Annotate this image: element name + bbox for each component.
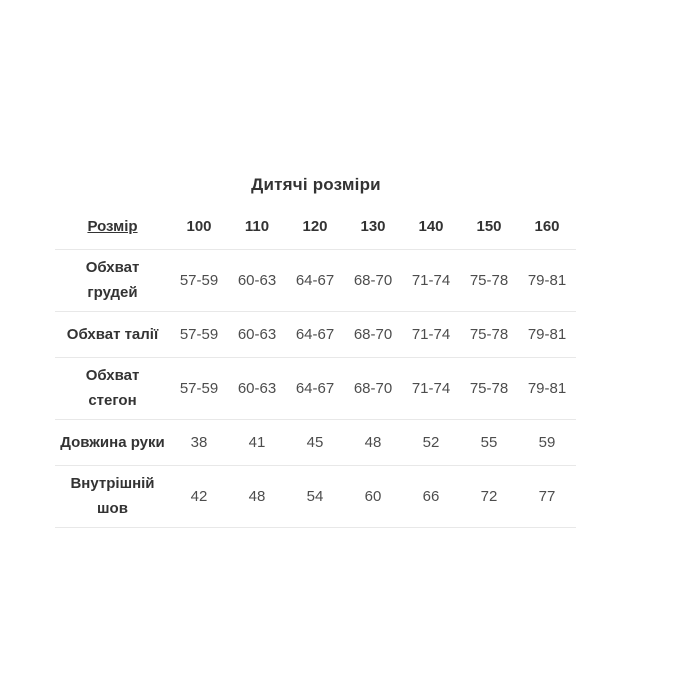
size-value: 75-78 — [469, 271, 509, 289]
size-value: 64-67 — [295, 325, 335, 343]
size-value: 55 — [480, 433, 498, 451]
size-column-130: 130 — [360, 218, 386, 236]
table-row-arm-length: Довжина руки 38 41 45 48 52 55 59 — [55, 419, 576, 465]
size-value: 60-63 — [237, 379, 277, 397]
size-value: 60 — [364, 487, 382, 505]
size-chart: Дитячі розміри Розмір 100 110 120 130 14… — [55, 175, 577, 528]
size-value: 77 — [538, 487, 556, 505]
size-value: 64-67 — [295, 379, 335, 397]
size-value: 57-59 — [179, 271, 219, 289]
header-size-label: Розмір — [87, 218, 138, 236]
size-value: 41 — [248, 433, 266, 451]
size-value: 48 — [364, 433, 382, 451]
row-label-chest: Обхват грудей — [85, 259, 140, 301]
size-value: 68-70 — [353, 379, 393, 397]
row-label-inseam: Внутрішній шов — [70, 475, 155, 517]
size-value: 79-81 — [527, 325, 567, 343]
size-table: Розмір 100 110 120 130 140 150 160 Обхва… — [55, 205, 576, 528]
size-value: 66 — [422, 487, 440, 505]
row-label-waist: Обхват талії — [66, 325, 159, 343]
size-value: 52 — [422, 433, 440, 451]
size-value: 57-59 — [179, 379, 219, 397]
size-value: 75-78 — [469, 379, 509, 397]
size-value: 59 — [538, 433, 556, 451]
size-value: 48 — [248, 487, 266, 505]
size-value: 71-74 — [411, 271, 451, 289]
size-column-100: 100 — [186, 218, 212, 236]
size-column-160: 160 — [534, 218, 560, 236]
chart-title: Дитячі розміри — [251, 175, 381, 194]
table-row-inseam: Внутрішній шов 42 48 54 60 66 72 77 — [55, 465, 576, 527]
size-column-150: 150 — [476, 218, 502, 236]
table-row-chest: Обхват грудей 57-59 60-63 64-67 68-70 71… — [55, 249, 576, 311]
size-value: 75-78 — [469, 325, 509, 343]
size-value: 54 — [306, 487, 324, 505]
size-column-110: 110 — [244, 218, 270, 236]
size-value: 72 — [480, 487, 498, 505]
row-label-hips: Обхват стегон — [85, 367, 140, 409]
size-value: 71-74 — [411, 379, 451, 397]
table-row-waist: Обхват талії 57-59 60-63 64-67 68-70 71-… — [55, 311, 576, 357]
table-header-row: Розмір 100 110 120 130 140 150 160 — [55, 205, 576, 249]
size-value: 64-67 — [295, 271, 335, 289]
size-value: 45 — [306, 433, 324, 451]
size-value: 42 — [190, 487, 208, 505]
table-row-hips: Обхват стегон 57-59 60-63 64-67 68-70 71… — [55, 357, 576, 419]
size-value: 57-59 — [179, 325, 219, 343]
size-value: 38 — [190, 433, 208, 451]
size-value: 79-81 — [527, 379, 567, 397]
size-value: 60-63 — [237, 325, 277, 343]
size-value: 60-63 — [237, 271, 277, 289]
row-label-arm-length: Довжина руки — [60, 433, 165, 451]
size-value: 71-74 — [411, 325, 451, 343]
size-value: 68-70 — [353, 325, 393, 343]
size-value: 79-81 — [527, 271, 567, 289]
size-column-120: 120 — [302, 218, 328, 236]
size-value: 68-70 — [353, 271, 393, 289]
size-column-140: 140 — [418, 218, 444, 236]
